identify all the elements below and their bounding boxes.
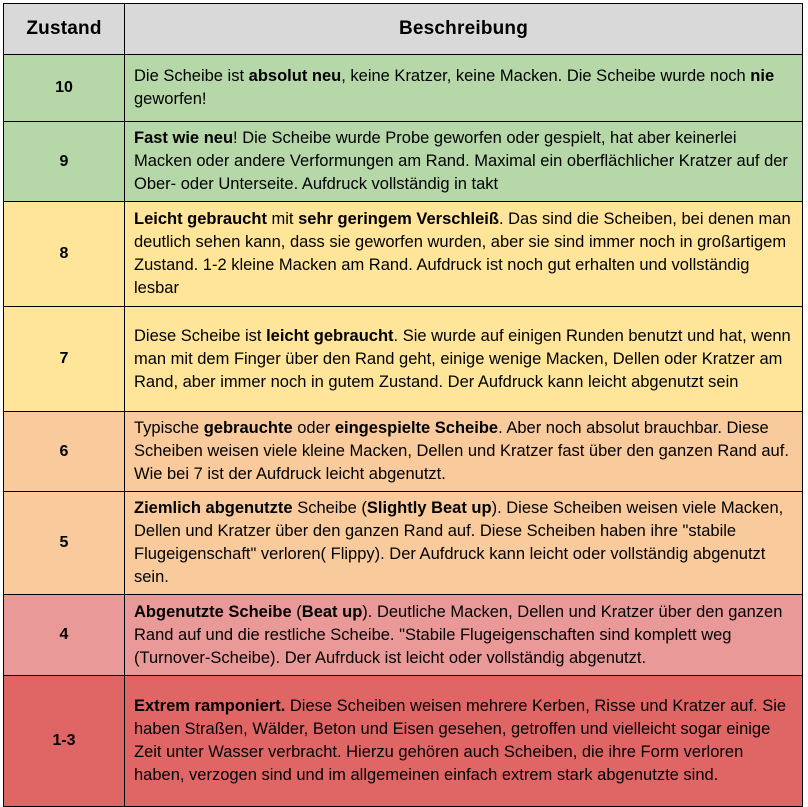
grade-cell: 5	[3, 491, 125, 595]
emphasis-text: absolut neu	[248, 67, 342, 85]
description-cell: Ziemlich abgenutzte Scheibe (Slightly Be…	[124, 491, 803, 595]
description-cell: Extrem ramponiert. Diese Scheiben weisen…	[124, 675, 803, 807]
emphasis-text: Leicht gebraucht	[134, 210, 267, 228]
body-text: ! Die Scheibe wurde Probe geworfen oder …	[134, 129, 788, 193]
body-text: (	[291, 602, 302, 621]
description-cell: Fast wie neu! Die Scheibe wurde Probe ge…	[124, 121, 803, 202]
emphasis-text: Extrem ramponiert.	[134, 697, 286, 715]
table-body: 10 Die Scheibe ist absolut neu, keine Kra…	[3, 54, 803, 807]
grade-cell: 4	[3, 594, 125, 676]
emphasis-text: eingespielte Scheibe	[334, 419, 499, 437]
description-cell: Diese Scheibe ist leicht gebraucht. Sie …	[124, 306, 803, 412]
body-text: oder	[292, 419, 335, 437]
body-text: . Sie wurde auf einigen Runden benutzt u…	[134, 326, 791, 391]
description-cell: Abgenutzte Scheibe (Beat up). Deutliche …	[124, 594, 803, 676]
emphasis-text: sehr geringem Verschleiß	[298, 210, 499, 228]
body-text: . Das sind die Scheiben, bei denen man d…	[134, 210, 791, 297]
emphasis-text: Slightly Beat up	[366, 499, 492, 517]
body-text: Typische	[134, 419, 204, 437]
grade-cell: 6	[3, 411, 125, 492]
description-cell: Leicht gebraucht mit sehr geringem Versc…	[124, 201, 803, 307]
emphasis-text: leicht gebraucht	[266, 326, 394, 345]
body-text: ). Diese Scheiben weisen viele Macken, D…	[134, 499, 784, 586]
grade-cell: 1-3	[3, 675, 125, 807]
column-header-beschreibung: Beschreibung	[124, 3, 803, 55]
description-cell: Typische gebrauchte oder eingespielte Sc…	[124, 411, 803, 492]
description-cell: Die Scheibe ist absolut neu, keine Kratz…	[124, 54, 803, 122]
table-row: 1-3 Extrem ramponiert. Diese Scheiben wei…	[3, 675, 803, 807]
emphasis-text: nie	[750, 67, 775, 85]
table-row: 9 Fast wie neu! Die Scheibe wurde Probe g…	[3, 121, 803, 202]
emphasis-text: Abgenutzte Scheibe	[134, 602, 292, 621]
column-header-zustand: Zustand	[3, 3, 125, 55]
grade-cell: 7	[3, 306, 125, 412]
table-row: 5 Ziemlich abgenutzte Scheibe (Slightly B…	[3, 491, 803, 595]
emphasis-text: Fast wie neu	[134, 129, 234, 147]
body-text: Diese Scheibe ist	[134, 326, 267, 345]
grade-cell: 8	[3, 201, 125, 307]
emphasis-text: Beat up	[301, 602, 363, 621]
table-row: 4 Abgenutzte Scheibe (Beat up). Deutliche…	[3, 594, 803, 676]
grade-cell: 9	[3, 121, 125, 202]
body-text: mit	[266, 210, 299, 228]
spreadsheet-sheet: Zustand Beschreibung 10 Die Scheibe ist a…	[3, 3, 803, 807]
table-row: 10 Die Scheibe ist absolut neu, keine Kra…	[3, 54, 803, 122]
grade-cell: 10	[3, 54, 125, 122]
table-row: 8 Leicht gebraucht mit sehr geringem Vers…	[3, 201, 803, 307]
body-text: , keine Kratzer, keine Macken. Die Schei…	[341, 67, 751, 85]
body-text: Scheibe (	[292, 499, 367, 517]
body-text: ). Deutliche Macken, Dellen und Kratzer …	[134, 602, 783, 667]
table-row: 7 Diese Scheibe ist leicht gebraucht. Sie…	[3, 306, 803, 412]
emphasis-text: gebrauchte	[203, 419, 293, 437]
header-row: Zustand Beschreibung	[3, 3, 803, 55]
table-header: Zustand Beschreibung	[3, 3, 803, 55]
table-row: 6 Typische gebrauchte oder eingespielte S…	[3, 411, 803, 492]
disc-condition-table: Zustand Beschreibung 10 Die Scheibe ist a…	[3, 3, 803, 807]
body-text: . Aber noch absolut brauchbar. Diese Sch…	[134, 419, 789, 483]
body-text: Die Scheibe ist	[134, 67, 249, 85]
body-text: geworfen!	[134, 90, 207, 108]
emphasis-text: Ziemlich abgenutzte	[134, 499, 293, 517]
